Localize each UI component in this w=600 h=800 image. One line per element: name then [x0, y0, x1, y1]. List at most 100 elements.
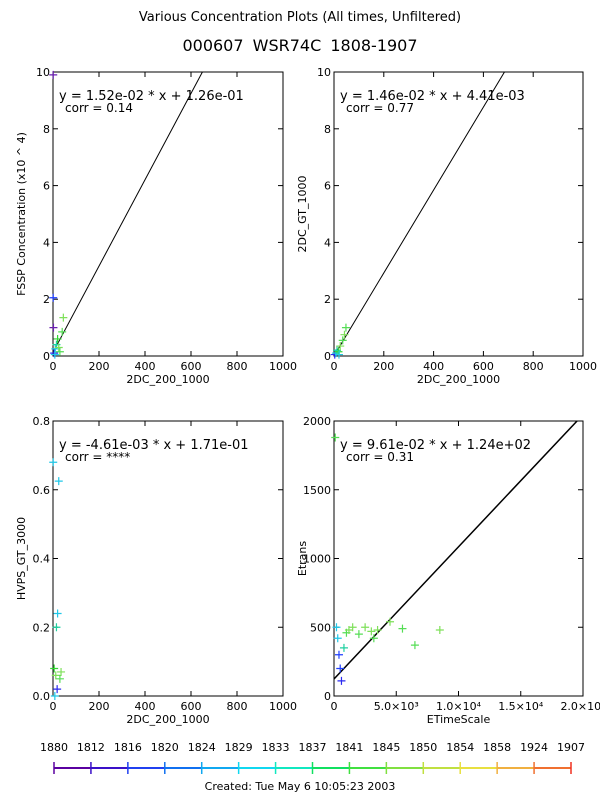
plot-2: 0 200 400 600 800 1000 0 2 4 6 8 10 2DC_200_1000 2DC_… [296, 66, 597, 386]
y-tick-label: 0.4 [33, 553, 51, 566]
chart-subtitle: 000607 WSR74C 1808-1907 [182, 36, 418, 55]
y-tick-label: 0 [43, 350, 50, 363]
data-point [340, 330, 349, 339]
data-point [338, 336, 347, 345]
colorbar-label: 1816 [114, 741, 142, 754]
fit-equation: y = 9.61e-02 * x + 1.24e+02 [340, 438, 531, 453]
data-point [58, 327, 67, 336]
y-tick-label: 4 [324, 236, 331, 249]
colorbar-label: 1829 [225, 741, 253, 754]
x-tick-label: 600 [473, 360, 494, 373]
correlation-label: corr = **** [65, 450, 130, 464]
data-point [53, 609, 62, 618]
data-point [50, 692, 59, 700]
y-tick-label: 8 [43, 123, 50, 136]
y-tick-label: 10 [36, 66, 50, 79]
x-tick-label: 800 [227, 360, 248, 373]
data-point [57, 667, 66, 676]
created-timestamp: Created: Tue May 6 10:05:23 2003 [204, 780, 396, 793]
fit-equation: y = 1.46e-02 * x + 4.41e-03 [340, 89, 525, 104]
data-point [50, 350, 59, 359]
y-axis-label: Etrans [296, 541, 309, 576]
y-tick-label: 2000 [303, 415, 331, 428]
y-axis-label: FSSP Concentration (x10 ^ 4) [15, 132, 28, 296]
x-tick-label: 1.0×10⁴ [436, 700, 482, 713]
data-point [332, 346, 341, 355]
data-point [53, 334, 62, 343]
y-tick-label: 0.0 [33, 690, 51, 703]
data-point [435, 626, 444, 634]
x-tick-label: 600 [181, 700, 202, 713]
data-point [50, 664, 59, 673]
x-tick-label: 1000 [569, 360, 597, 373]
colorbar-label: 1858 [483, 741, 511, 754]
x-tick-label: 400 [423, 360, 444, 373]
data-point [410, 641, 419, 650]
y-tick-label: 500 [310, 621, 331, 634]
plot-3: 0 200 400 600 800 1000 0.0 0.2 0.4 0.6 0.8 2DC_200_… [15, 415, 297, 726]
x-tick-label: 400 [135, 360, 156, 373]
data-point [332, 623, 341, 632]
data-point [369, 634, 378, 643]
data-point [55, 674, 64, 683]
x-axis-label: 2DC_200_1000 [126, 713, 209, 726]
x-tick-label: 0 [50, 360, 57, 373]
x-tick-label: 800 [523, 360, 544, 373]
data-point [53, 685, 62, 694]
y-tick-label: 4 [43, 236, 50, 249]
y-tick-label: 1000 [303, 553, 331, 566]
x-tick-label: 200 [373, 360, 394, 373]
plot-frame [333, 71, 584, 357]
colorbar-label: 1850 [409, 741, 437, 754]
y-tick-label: 0.8 [33, 415, 51, 428]
colorbar-label: 1880 [40, 741, 68, 754]
x-tick-label: 1000 [269, 360, 297, 373]
data-point [398, 624, 407, 633]
colorbar-label: 1841 [335, 741, 363, 754]
x-tick-label: 0 [331, 700, 338, 713]
fit-equation: y = -4.61e-03 * x + 1.71e-01 [59, 438, 249, 453]
x-tick-label: 2.0×10⁴ [560, 700, 600, 713]
chart-title: Various Concentration Plots (All times, … [138, 10, 462, 25]
y-tick-label: 0 [324, 350, 331, 363]
colorbar-label: 1924 [520, 741, 548, 754]
y-axis-label: HVPS_GT_3000 [15, 517, 28, 600]
colorbar-label: 1837 [299, 741, 327, 754]
x-tick-label: 600 [181, 360, 202, 373]
data-point [49, 70, 58, 79]
fit-line [334, 421, 579, 680]
data-point [334, 650, 343, 659]
x-tick-label: 0 [331, 360, 338, 373]
data-point [354, 630, 363, 639]
correlation-label: corr = 0.31 [346, 450, 414, 464]
colorbar-label: 1907 [557, 741, 585, 754]
data-point [341, 323, 350, 332]
data-point [334, 350, 343, 359]
correlation-label: corr = 0.14 [65, 101, 133, 115]
colorbar-label: 1820 [151, 741, 179, 754]
fit-equation: y = 1.52e-02 * x + 1.26e-01 [59, 89, 244, 104]
y-tick-label: 1500 [303, 484, 331, 497]
data-point [367, 627, 376, 636]
data-point [336, 664, 345, 673]
x-tick-label: 200 [89, 700, 110, 713]
data-point [49, 323, 58, 332]
x-axis-label: 2DC_200_1000 [417, 373, 500, 386]
y-tick-label: 8 [324, 123, 331, 136]
colorbar-label: 1812 [77, 741, 105, 754]
fit-line [334, 72, 506, 356]
y-tick-label: 6 [324, 180, 331, 193]
data-point [386, 617, 395, 626]
plot-1: 0 200 400 600 800 1000 0 2 4 6 8 10 2DC_200_1000 FSSP… [15, 66, 297, 386]
x-tick-label: 800 [227, 700, 248, 713]
correlation-label: corr = 0.77 [346, 101, 414, 115]
x-axis-label: ETimeScale [427, 713, 491, 726]
x-tick-label: 5.0×10³ [374, 700, 419, 713]
data-point [348, 623, 357, 632]
plot-frame [52, 71, 284, 357]
data-point [361, 623, 370, 632]
data-point [339, 643, 348, 652]
y-axis-label: 2DC_GT_1000 [296, 176, 309, 253]
time-colorbar: 1880 1812 1816 1820 1824 1829 1833 1837 1841 1845… [40, 741, 585, 774]
